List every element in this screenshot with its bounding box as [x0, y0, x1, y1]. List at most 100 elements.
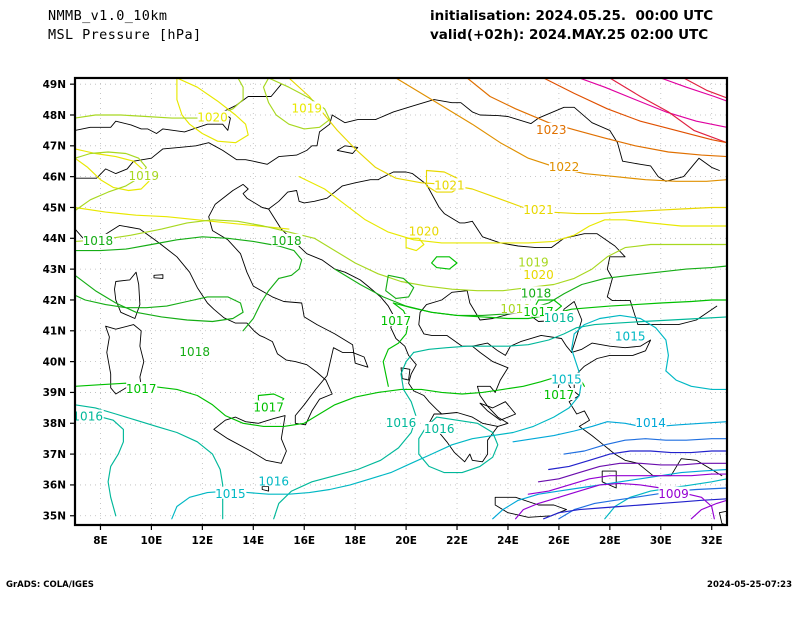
footer-credit: GrADS: COLA/IGES [6, 580, 94, 590]
isobar-1019 [262, 78, 331, 130]
contour-label-mask [551, 372, 583, 385]
contour-label: 1018 [271, 234, 302, 248]
isobar-1025 [609, 78, 727, 144]
isobar-1009 [690, 499, 727, 520]
contour-label-mask [658, 486, 690, 499]
x-axis-tick-label: 26E [548, 535, 570, 547]
isobar-1025 [683, 78, 727, 99]
isobar-1023 [466, 78, 727, 158]
contour-label-mask [549, 159, 580, 172]
contour-label-mask [615, 329, 647, 342]
isobar-1020 [75, 206, 290, 230]
isobar-1013 [563, 438, 727, 455]
y-axis-tick-label: 38N [43, 418, 66, 430]
y-axis-tick-label: 35N [43, 511, 66, 523]
y-axis-tick-label: 36N [43, 480, 66, 492]
y-axis-tick-label: 44N [43, 233, 66, 245]
contour-label: 1014 [635, 416, 666, 430]
contour-label: 1018 [179, 345, 210, 359]
contour-label: 1021 [434, 179, 465, 193]
isobar-1013 [558, 487, 727, 520]
isobar-contours [75, 78, 727, 520]
contour-label: 1020 [409, 225, 440, 239]
y-axis-tick-label: 43N [43, 264, 66, 276]
contour-label-mask [128, 169, 160, 182]
contour-label: 1019 [518, 256, 549, 270]
isobar-1024 [543, 78, 727, 144]
isobar-1014 [512, 421, 727, 443]
x-axis-tick-label: 8E [93, 535, 107, 547]
contour-label-mask [82, 233, 114, 246]
x-axis-tick-label: 18E [344, 535, 366, 547]
contour-label-mask [543, 388, 575, 400]
contour-label: 1009 [658, 487, 689, 501]
y-axis-tick-label: 41N [43, 326, 66, 338]
isobar-1010 [527, 473, 727, 495]
contour-label-mask [179, 344, 211, 357]
contour-label-mask [253, 400, 285, 413]
isobar-1018 [75, 274, 244, 323]
isobar-1017 [75, 373, 585, 427]
isobar-1011 [537, 462, 727, 483]
contour-label-mask [518, 255, 550, 268]
isobar-1012 [548, 450, 727, 471]
isobar-1026 [660, 78, 727, 102]
contour-label: 1016 [258, 474, 289, 488]
contour-label-mask [75, 409, 104, 422]
x-axis-tick-label: 30E [650, 535, 672, 547]
y-axis-tick-label: 39N [43, 387, 66, 399]
header-bar: NMMB_v1.0_10km MSL Pressure [hPa] initia… [0, 0, 800, 58]
contour-label-mask [523, 267, 555, 280]
isobar-1016 [413, 316, 727, 353]
isobar-1012 [543, 498, 727, 520]
isobar-1020 [75, 148, 150, 192]
x-axis-tick-label: 12E [191, 535, 213, 547]
isobar-1020 [405, 237, 425, 252]
x-axis-tick-label: 20E [395, 535, 417, 547]
isobar-1026 [578, 78, 727, 128]
initialisation-time: initialisation: 2024.05.25. 00:00 UTC [430, 8, 714, 24]
contour-label: 1017 [381, 314, 412, 328]
contour-label-mask [424, 421, 456, 434]
contour-label: 1021 [523, 203, 554, 217]
plot-axes: 8E 10E 12E 14E 16E 18E 20E 22E 24E 26E 28E 30E 32E 35… [43, 76, 729, 547]
contour-label-mask [521, 286, 552, 299]
contour-label-mask [386, 415, 417, 428]
contour-label-mask [635, 415, 667, 428]
contour-label: 1018 [83, 234, 114, 248]
contour-label: 1020 [523, 268, 554, 282]
contour-label-mask [197, 110, 229, 123]
isobar-1018 [242, 277, 280, 332]
contour-label-mask [271, 233, 303, 246]
contour-label: 1017 [253, 401, 284, 415]
y-axis-tick-label: 49N [43, 79, 66, 91]
isobar-1020 [298, 176, 727, 244]
header-time-block: initialisation: 2024.05.25. 00:00 UTC va… [430, 7, 713, 45]
isobar-1019 [75, 151, 147, 212]
contour-label: 1015 [215, 487, 246, 501]
contour-label: 1019 [500, 302, 531, 316]
y-axis-tick-label: 40N [43, 356, 66, 368]
x-axis-tick-label: 14E [242, 535, 264, 547]
contour-label: 1015 [551, 373, 582, 387]
y-axis-tick-label: 45N [43, 202, 66, 214]
contour-label: 1015 [615, 330, 646, 344]
y-axis-tick-label: 37N [43, 449, 66, 461]
isobar-1021 [288, 78, 727, 215]
y-axis-tick-label: 47N [43, 141, 66, 153]
y-axis-tick-label: 42N [43, 295, 66, 307]
isobar-1016 [75, 413, 124, 517]
pressure-contour-map: 1020101910231022102110211020102010191019… [43, 76, 729, 547]
contour-label-mask [408, 224, 440, 237]
valid-time: valid(+02h): 2024.MAY.25 02:00 UTC [430, 27, 709, 43]
x-axis-tick-label: 32E [701, 535, 723, 547]
isobar-1015 [665, 370, 727, 390]
contour-label-mask [523, 203, 555, 216]
footer-timestamp: 2024-05-25-07:23 [707, 580, 792, 590]
map-gridlines [75, 78, 727, 525]
contour-label-mask [434, 178, 466, 191]
isobar-1019 [75, 78, 244, 119]
contour-label: 1019 [292, 101, 323, 115]
isobar-1016 [273, 351, 417, 520]
contour-label-mask [126, 381, 158, 394]
